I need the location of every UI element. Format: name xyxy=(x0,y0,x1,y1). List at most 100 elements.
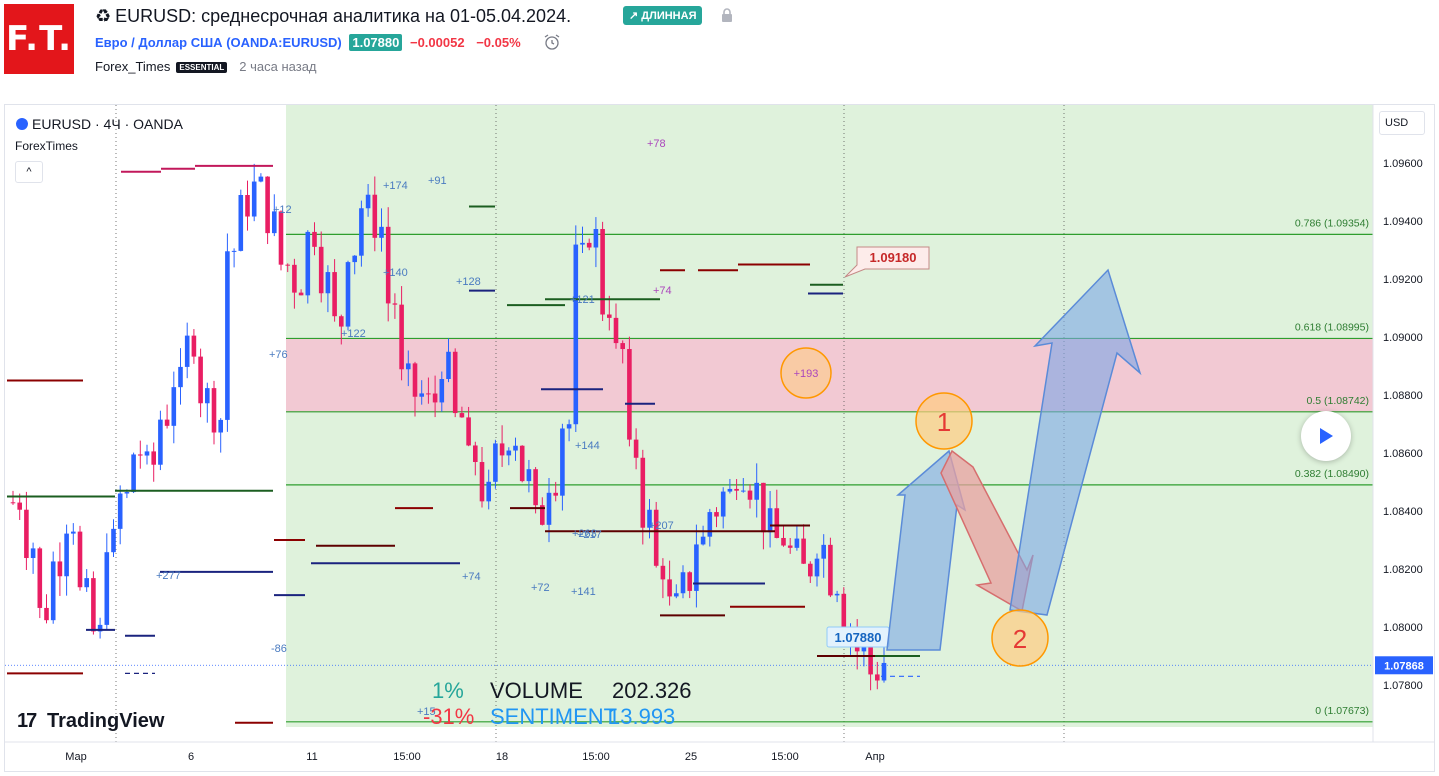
candle-body xyxy=(580,242,585,245)
time-tick-7: 15:00 xyxy=(771,751,799,763)
recycle-icon: ♻ xyxy=(95,6,112,26)
candle-body xyxy=(64,533,69,577)
annotation-label-2: +91 xyxy=(428,175,447,187)
candle-body xyxy=(493,443,498,482)
author-name[interactable]: Forex_Times xyxy=(95,59,171,74)
long-badge: ↗ ДЛИННАЯ xyxy=(623,6,703,25)
candle-body xyxy=(821,544,826,559)
step-circle-1-label: 1 xyxy=(937,407,951,437)
candle-body xyxy=(479,462,485,502)
candle-body xyxy=(131,454,136,493)
annotation-label-8: +74 xyxy=(653,285,672,297)
candle-body xyxy=(432,393,438,403)
candle-body xyxy=(91,578,96,632)
annotation-label-3: +140 xyxy=(383,267,408,279)
candle-body xyxy=(124,492,130,494)
tradingview-icon: 17 xyxy=(17,710,37,732)
candle-body xyxy=(794,538,800,548)
candle-body xyxy=(97,624,103,632)
candle-body xyxy=(17,502,22,510)
essential-badge: ESSENTIAL xyxy=(176,62,228,74)
candle-body xyxy=(77,531,83,588)
annotation-label-5: +122 xyxy=(341,328,366,340)
candle-body xyxy=(151,451,156,465)
annotation-label-4: +128 xyxy=(456,276,481,288)
time-tick-4: 18 xyxy=(496,751,508,763)
candle-body xyxy=(164,419,170,426)
candle-body xyxy=(231,250,237,252)
annotation-label-9: +78 xyxy=(647,138,666,150)
candle-body xyxy=(727,488,733,492)
chart-area[interactable]: 0.786 (1.09354) 0.618 (1.08995) 0.5 (1.087… xyxy=(4,104,1435,772)
forex-times-logo[interactable]: F.T. xyxy=(4,4,74,74)
candle-body xyxy=(104,552,110,625)
alarm-icon[interactable] xyxy=(543,33,561,51)
annotation-label-17: +74 xyxy=(462,571,481,583)
candle-body xyxy=(687,572,692,591)
price-tick-6: 1.08400 xyxy=(1383,506,1423,518)
symbol-code-link[interactable]: (OANDA:EURUSD) xyxy=(226,35,342,50)
arrow-up-2 xyxy=(1009,268,1142,616)
fib-label-0: 0.786 (1.09354) xyxy=(1295,217,1369,229)
annotation-label-0: +12 xyxy=(273,204,292,216)
callout-box xyxy=(844,246,930,278)
fib-label-3: 0.382 (1.08490) xyxy=(1295,468,1369,480)
time-tick-6: 25 xyxy=(685,751,697,763)
annotation-label-11: +72 xyxy=(531,582,550,594)
candle-body xyxy=(258,176,264,182)
candle-body xyxy=(399,304,404,370)
candle-body xyxy=(640,457,646,528)
candle-body xyxy=(345,262,351,327)
candle-body xyxy=(754,482,759,500)
price-tick-7: 1.08200 xyxy=(1383,564,1423,576)
annotation-label-20: +207 xyxy=(649,520,674,532)
annotation-label-19: +144 xyxy=(575,440,600,452)
stat-percent-2: -31% xyxy=(423,704,475,729)
time-ago: 2 часа назад xyxy=(239,59,317,74)
price-tick-8: 1.08000 xyxy=(1383,622,1423,634)
candle-body xyxy=(372,194,378,238)
price-chart[interactable]: 0.786 (1.09354) 0.618 (1.08995) 0.5 (1.087… xyxy=(5,105,1434,771)
candle-body xyxy=(251,181,257,217)
indicator-label: ForexTimes xyxy=(15,139,78,153)
candle-body xyxy=(452,351,458,414)
symbol-link[interactable]: Евро / Доллар США xyxy=(95,35,223,50)
annotation-label-16: -86 xyxy=(271,643,287,655)
candle-body xyxy=(593,229,599,248)
candle-body xyxy=(158,419,163,465)
fib-label-4: 0 (1.07673) xyxy=(1315,705,1369,717)
candle-body xyxy=(600,229,605,315)
idea-title: ♻ EURUSD: среднесрочная аналитика на 01-0… xyxy=(95,6,571,27)
price-tick-0: 1.09600 xyxy=(1383,158,1423,170)
candle-body xyxy=(814,558,820,577)
small-price-label: 1.07880 xyxy=(835,630,882,645)
time-tick-2: 11 xyxy=(306,751,317,763)
candle-body xyxy=(312,231,317,247)
candle-body xyxy=(178,366,183,388)
candle-body xyxy=(828,544,833,596)
candle-body xyxy=(540,505,545,525)
collapse-button[interactable]: ^ xyxy=(15,161,43,183)
candle-body xyxy=(459,413,465,418)
candle-body xyxy=(191,335,197,357)
candle-body xyxy=(278,211,284,265)
candle-body xyxy=(861,645,867,652)
candle-body xyxy=(808,563,813,577)
candle-body xyxy=(875,674,880,681)
candle-body xyxy=(245,195,250,217)
sentiment-value: 13.993 xyxy=(608,704,676,729)
zone-circle xyxy=(780,347,832,399)
candle-body xyxy=(620,343,625,350)
candle-body xyxy=(761,482,766,533)
play-button[interactable] xyxy=(1301,411,1351,461)
candle-body xyxy=(298,292,304,296)
volume-label: VOLUME xyxy=(490,678,583,703)
candle-body xyxy=(379,226,384,238)
idea-title-text: EURUSD: среднесрочная аналитика на 01-05… xyxy=(115,6,572,26)
candle-body xyxy=(184,335,190,367)
candle-body xyxy=(553,492,558,496)
annotation-label-13: +263 xyxy=(572,528,597,540)
current-price-badge xyxy=(1375,656,1433,675)
candle-body xyxy=(714,512,719,517)
currency-selector[interactable]: USD xyxy=(1379,111,1425,135)
